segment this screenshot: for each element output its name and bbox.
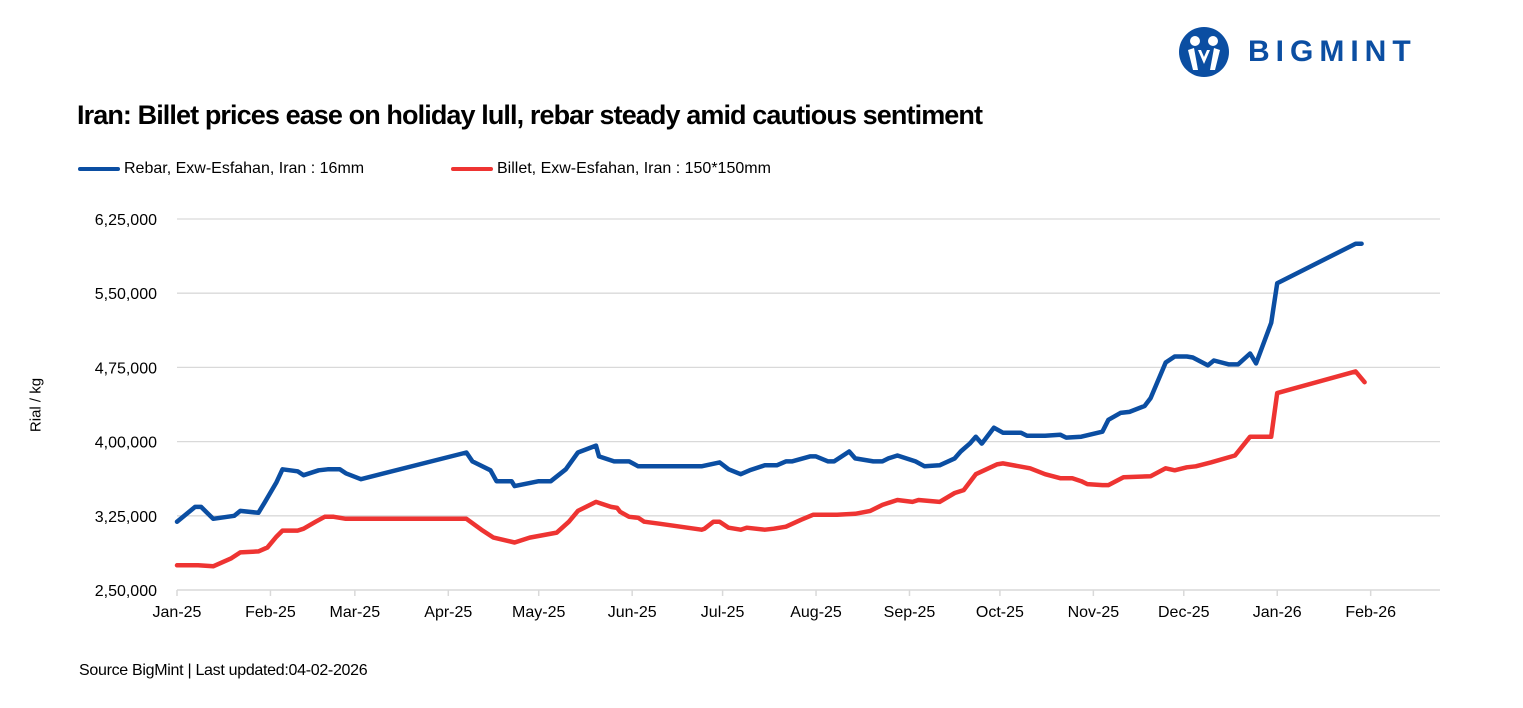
source-note: Source BigMint | Last updated:04-02-2026 [79, 662, 368, 679]
billet-series-line [174, 369, 1367, 569]
legend-item-billet[interactable]: Billet, Exw-Esfahan, Iran : 150*150mm [451, 160, 771, 178]
legend-label-rebar: Rebar, Exw-Esfahan, Iran : 16mm [124, 160, 365, 177]
x-tick-label: May-25 [512, 604, 565, 621]
x-tick-label: Oct-25 [976, 604, 1024, 621]
y-tick-label: 6,25,000 [95, 212, 157, 229]
x-tick-label: Apr-25 [424, 604, 472, 621]
x-tick-label: Jan-25 [153, 604, 202, 621]
x-tick-label: Feb-26 [1345, 604, 1396, 621]
x-tick-label: Nov-25 [1068, 604, 1120, 621]
legend-item-rebar[interactable]: Rebar, Exw-Esfahan, Iran : 16mm [78, 160, 364, 178]
chart-title: Iran: Billet prices ease on holiday lull… [77, 100, 983, 130]
x-tick-label: Aug-25 [790, 604, 842, 621]
y-tick-label: 3,25,000 [95, 509, 157, 526]
legend-label-billet: Billet, Exw-Esfahan, Iran : 150*150mm [497, 160, 771, 177]
x-tick-label: Mar-25 [330, 604, 381, 621]
x-tick-label: Jun-25 [608, 604, 657, 621]
x-tick-label: Jan-26 [1253, 604, 1302, 621]
rebar-series-line [174, 241, 1364, 524]
y-tick-label: 4,00,000 [95, 435, 157, 452]
legend-swatch-rebar [78, 167, 120, 171]
legend-swatch-billet [451, 167, 493, 171]
y-tick-label: 4,75,000 [95, 360, 157, 377]
y-tick-label: 2,50,000 [95, 583, 157, 600]
x-tick-label: Feb-25 [245, 604, 296, 621]
x-tick-label: Jul-25 [701, 604, 745, 621]
y-tick-label: 5,50,000 [95, 286, 157, 303]
bigmint-logo-text: BIGMINT [1248, 35, 1417, 68]
bigmint-logo-icon [1179, 27, 1229, 77]
bigmint-logo: BIGMINT [1178, 26, 1417, 78]
x-tick-label: Dec-25 [1158, 604, 1210, 621]
x-tick-label: Sep-25 [884, 604, 936, 621]
